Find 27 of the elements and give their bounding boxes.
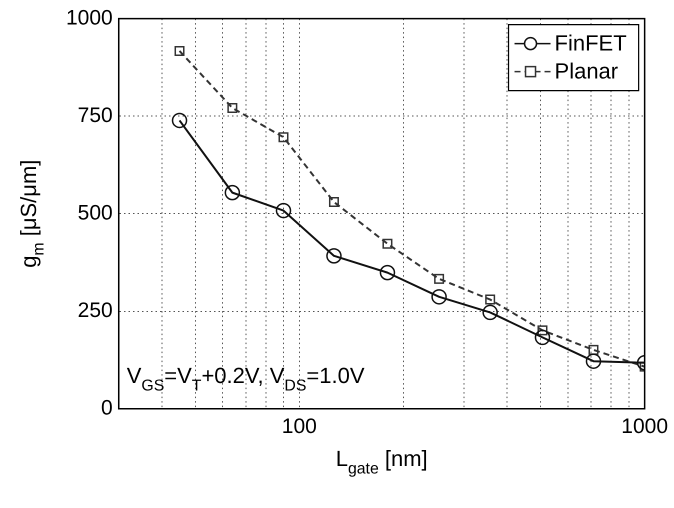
point: [224, 184, 240, 200]
point: [534, 330, 550, 346]
y-tick-label: 0: [101, 396, 113, 420]
point: [485, 294, 496, 305]
y-tick-label: 1000: [66, 6, 113, 30]
point: [380, 264, 396, 280]
point: [276, 202, 292, 218]
point: [174, 46, 185, 56]
point: [588, 344, 598, 355]
legend-label: Planar: [554, 58, 618, 84]
legend-label: FinFET: [554, 30, 627, 56]
y-tick-label: 750: [78, 104, 113, 127]
point: [328, 197, 339, 207]
point: [482, 304, 498, 320]
point: [434, 274, 444, 284]
y-tick-label: 500: [78, 201, 113, 224]
point: [382, 238, 392, 249]
point: [537, 325, 548, 336]
point: [227, 102, 238, 113]
point: [326, 248, 342, 264]
point: [172, 112, 188, 128]
y-axis-title: gm [μS/μm]: [16, 160, 48, 268]
point: [431, 289, 447, 305]
point: [586, 353, 602, 369]
point: [278, 132, 288, 142]
x-tick-label: 100: [282, 415, 317, 438]
y-tick-label: 250: [78, 299, 113, 322]
